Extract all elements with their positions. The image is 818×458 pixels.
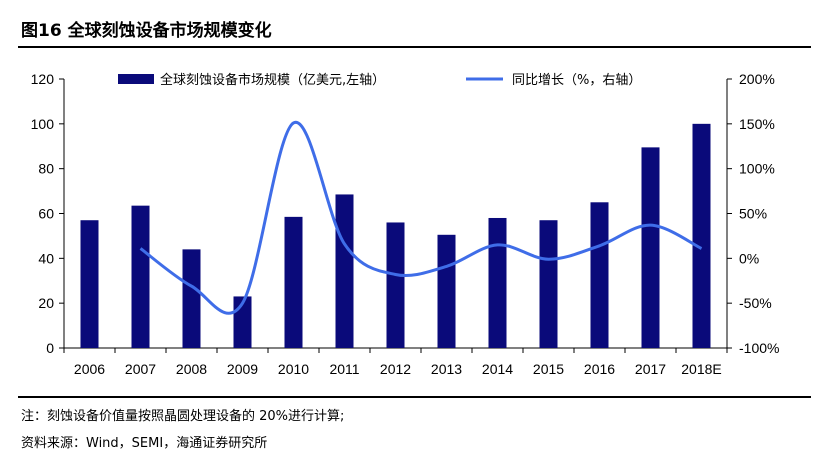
right-tick-label: 50% [739, 206, 767, 222]
x-tick-label: 2006 [74, 361, 105, 377]
bar [80, 220, 99, 348]
legend-bar-label: 全球刻蚀设备市场规模（亿美元,左轴） [160, 72, 385, 88]
x-tick-label: 2010 [278, 361, 309, 377]
left-tick-label: 80 [38, 161, 54, 177]
bar [641, 147, 660, 348]
bar [437, 234, 456, 348]
x-tick-label: 2009 [227, 361, 258, 377]
left-tick-label: 0 [46, 340, 54, 356]
x-tick-label: 2008 [176, 361, 207, 377]
x-tick-label: 2013 [431, 361, 462, 377]
left-tick-label: 100 [31, 116, 55, 132]
notes-divider [18, 396, 811, 398]
legend-line-label: 同比增长（%，右轴） [512, 73, 641, 88]
x-tick-label: 2018E [681, 361, 721, 377]
right-tick-label: -100% [739, 340, 779, 356]
bar [182, 249, 201, 348]
x-tick-label: 2011 [329, 361, 359, 377]
x-tick-label: 2015 [533, 361, 564, 377]
left-tick-label: 40 [38, 250, 54, 266]
bar [284, 216, 303, 348]
bar [386, 222, 405, 348]
bar [692, 123, 711, 348]
bar [539, 220, 558, 348]
left-tick-label: 60 [38, 206, 54, 222]
right-tick-label: 200% [739, 71, 775, 87]
right-tick-label: 150% [739, 116, 775, 132]
left-tick-label: 20 [38, 295, 54, 311]
bar [131, 205, 150, 348]
bar [335, 194, 354, 348]
bar [590, 202, 609, 348]
bar [488, 217, 507, 348]
right-tick-label: 100% [739, 161, 775, 177]
source-note: 资料来源：Wind，SEMI，海通证券研究所 [21, 436, 268, 451]
legend-bar-swatch [118, 74, 154, 84]
legend: 全球刻蚀设备市场规模（亿美元,左轴） 同比增长（%，右轴） [118, 72, 641, 88]
x-tick-label: 2012 [380, 361, 411, 377]
growth-line [139, 121, 703, 315]
x-tick-label: 2017 [635, 361, 666, 377]
title-divider [18, 46, 811, 48]
right-tick-label: 0% [739, 250, 759, 266]
footnote: 注：刻蚀设备价值量按照晶圆处理设备的 20%进行计算; [21, 409, 345, 424]
left-tick-label: 120 [31, 71, 55, 87]
line-series [139, 121, 703, 315]
right-tick-label: -50% [739, 295, 772, 311]
x-tick-label: 2007 [125, 361, 156, 377]
page-title: 图16 全球刻蚀设备市场规模变化 [21, 21, 272, 41]
x-tick-label: 2016 [584, 361, 615, 377]
bar-series [80, 123, 711, 348]
x-tick-label: 2014 [482, 361, 513, 377]
